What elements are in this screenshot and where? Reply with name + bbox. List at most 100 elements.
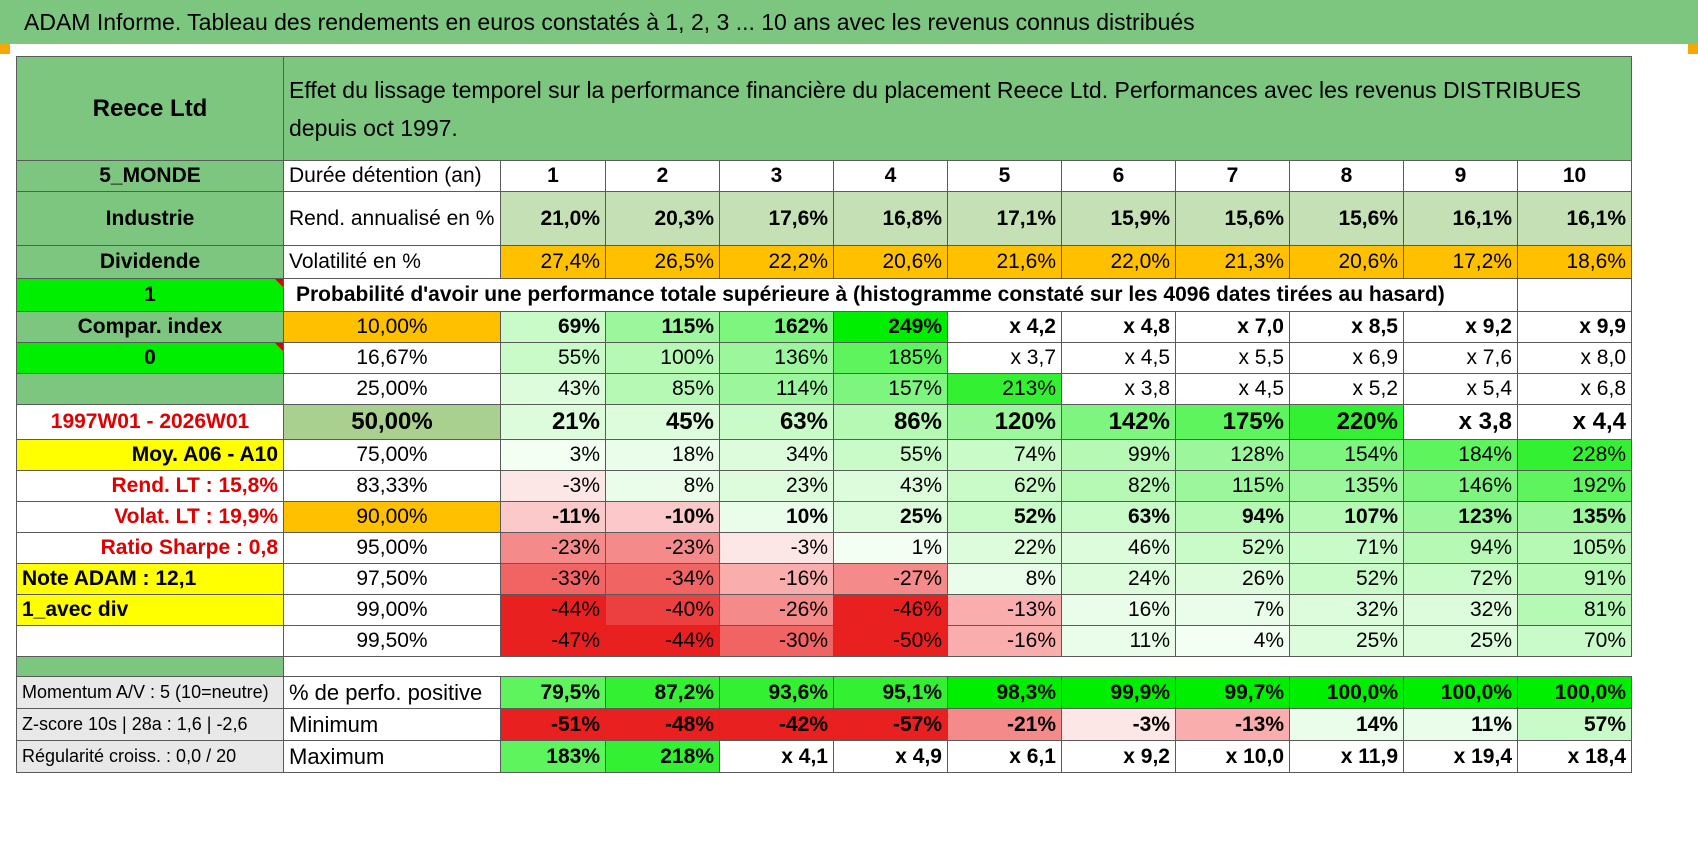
probability-value: 135%	[1517, 501, 1632, 533]
probability-row: 0 16,67% 55% 100% 136% 185% x 3,7 x 4,5 x 5,5 x 6…	[16, 342, 1632, 374]
probability-value: 69%	[500, 311, 606, 343]
summary-value: x 10,0	[1175, 740, 1290, 773]
probability-value: 16%	[1061, 594, 1176, 626]
probability-row: 1997W01 - 2026W01 50,00% 21% 45% 63% 86% 120% 1…	[16, 404, 1632, 440]
percentile-label: 99,00%	[283, 594, 501, 626]
side-label: 0	[16, 342, 284, 374]
summary-row: Z-score 10s | 28a : 1,6 | -2,6 Minimum -51…	[16, 708, 1632, 741]
probability-value: 55%	[500, 342, 606, 374]
percentile-label: 75,00%	[283, 439, 501, 471]
volatility-value: 22,2%	[719, 245, 834, 279]
probability-value: 63%	[719, 404, 834, 440]
probability-row: Moy. A06 - A10 75,00% 3% 18% 34% 55% 74% 99% 128…	[16, 439, 1632, 471]
probability-value: x 9,9	[1517, 311, 1632, 343]
probability-value: 136%	[719, 342, 834, 374]
summary-value: x 9,2	[1061, 740, 1176, 773]
row-label: % de perfo. positive	[283, 676, 501, 709]
annual-return-value: 17,6%	[719, 191, 834, 246]
side-label: 5_MONDE	[16, 160, 284, 192]
probability-value: -3%	[500, 470, 606, 502]
probability-value: x 9,2	[1403, 311, 1518, 343]
probability-value: 4%	[1175, 625, 1290, 657]
probability-value: 11%	[1061, 625, 1176, 657]
corner-marker	[1688, 44, 1698, 54]
probability-value: 52%	[1289, 563, 1404, 595]
probability-value: -44%	[605, 625, 720, 657]
year-header: 3	[719, 160, 834, 192]
percentile-label: 90,00%	[283, 501, 501, 533]
spacer-cell	[1290, 657, 1404, 677]
probability-value: 81%	[1517, 594, 1632, 626]
probability-value: 26%	[1175, 563, 1290, 595]
summary-value: -3%	[1061, 708, 1176, 741]
side-flag: 1	[16, 278, 284, 312]
annual-return-value: 15,9%	[1061, 191, 1176, 246]
summary-row: Régularité croiss. : 0,0 / 20 Maximum 183%…	[16, 740, 1632, 773]
annual-return-value: 16,1%	[1403, 191, 1518, 246]
spacer-cell	[501, 657, 606, 677]
probability-value: 146%	[1403, 470, 1518, 502]
probability-value: 91%	[1517, 563, 1632, 595]
probability-value: 82%	[1061, 470, 1176, 502]
percentile-label: 97,50%	[283, 563, 501, 595]
year-header: 10	[1517, 160, 1632, 192]
probability-value: 32%	[1289, 594, 1404, 626]
summary-value: 99,7%	[1175, 676, 1290, 709]
annual-return-value: 16,8%	[833, 191, 948, 246]
probability-value: x 8,0	[1517, 342, 1632, 374]
title-bar: ADAM Informe. Tableau des rendements en …	[0, 0, 1698, 44]
summary-value: 95,1%	[833, 676, 948, 709]
probability-value: -16%	[719, 563, 834, 595]
spacer-cell	[834, 657, 948, 677]
probability-value: x 3,7	[947, 342, 1062, 374]
probability-value: 115%	[1175, 470, 1290, 502]
summary-side-label: Momentum A/V : 5 (10=neutre)	[16, 676, 284, 709]
annual-return-row: Industrie Rend. annualisé en % 21,0% 20,3% 1…	[16, 191, 1632, 246]
percentile-label: 25,00%	[283, 373, 501, 405]
percentile-label: 50,00%	[283, 404, 501, 440]
probability-value: 114%	[719, 373, 834, 405]
probability-value: 34%	[719, 439, 834, 471]
probability-value: 46%	[1061, 532, 1176, 564]
summary-row: Momentum A/V : 5 (10=neutre)% de perfo. …	[16, 676, 1632, 709]
probability-value: 74%	[947, 439, 1062, 471]
summary-value: x 4,1	[719, 740, 834, 773]
probability-value: 142%	[1061, 404, 1176, 440]
probability-value: 157%	[833, 373, 948, 405]
probability-value: x 5,4	[1403, 373, 1518, 405]
probability-value: 71%	[1289, 532, 1404, 564]
summary-value: -57%	[833, 708, 948, 741]
summary-value: x 18,4	[1517, 740, 1632, 773]
summary-value: 87,2%	[605, 676, 720, 709]
year-header: 2	[605, 160, 720, 192]
spacer-cell	[1404, 657, 1518, 677]
probability-value: 23%	[719, 470, 834, 502]
percentile-label: 10,00%	[283, 311, 501, 343]
probability-value: -46%	[833, 594, 948, 626]
row-label: Rend. annualisé en %	[283, 191, 501, 246]
summary-value: 99,9%	[1061, 676, 1176, 709]
probability-value: -50%	[833, 625, 948, 657]
summary-value: 218%	[605, 740, 720, 773]
probability-value: 184%	[1403, 439, 1518, 471]
probability-value: 21%	[500, 404, 606, 440]
probability-value: 3%	[500, 439, 606, 471]
summary-value: 11%	[1403, 708, 1518, 741]
summary-value: -13%	[1175, 708, 1290, 741]
side-label: Moy. A06 - A10	[16, 439, 284, 471]
probability-value: 25%	[1403, 625, 1518, 657]
side-label: Ratio Sharpe : 0,8	[16, 532, 284, 564]
probability-heading: Probabilité d'avoir une performance tota…	[283, 278, 1518, 312]
percentile-label: 83,33%	[283, 470, 501, 502]
volatility-value: 20,6%	[1289, 245, 1404, 279]
probability-value: 185%	[833, 342, 948, 374]
probability-value: x 4,4	[1517, 404, 1632, 440]
probability-value: 10%	[719, 501, 834, 533]
probability-value: 25%	[833, 501, 948, 533]
probability-value: -23%	[500, 532, 606, 564]
probability-value: 45%	[605, 404, 720, 440]
summary-value: 183%	[500, 740, 606, 773]
probability-value: -10%	[605, 501, 720, 533]
probability-value: x 4,8	[1061, 311, 1176, 343]
row-label: Volatilité en %	[283, 245, 501, 279]
